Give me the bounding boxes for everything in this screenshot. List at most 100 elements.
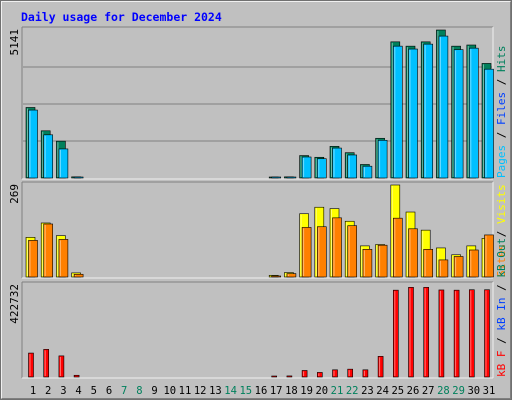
x-tick-label-day-28: 28 [437,385,450,397]
bar-highlight [379,141,381,177]
x-tick-label-day-11: 11 [179,385,192,397]
bar-highlight [300,156,302,177]
x-tick-label-day-8: 8 [136,385,142,397]
bar-highlight [361,165,363,177]
bar-highlight [348,155,350,177]
bar-highlight [363,167,365,177]
bar-highlight [470,49,472,177]
bar-highlight [394,47,396,178]
bar-sites-day-26 [408,228,418,278]
panel-visits-sites: 269 Sites / Visits [8,181,508,279]
bar-kb-f-day-23 [362,369,369,378]
legend-entry: kB F [495,351,508,378]
legend-entry: kB Out [495,238,508,278]
bar-highlight [75,275,77,276]
bar-highlight [467,246,469,276]
bar-pages-day-27 [423,43,434,179]
x-tick-label-day-24: 24 [376,385,389,397]
bar-highlight [303,228,305,276]
bar-highlight [44,350,46,376]
x-tick-label-day-16: 16 [255,385,268,397]
plot-area [22,282,493,378]
bar-kb-f-day-17 [271,375,278,378]
bar-highlight [470,250,472,276]
bar-highlight [59,149,61,177]
x-tick-label-day-9: 9 [151,385,157,397]
bar-sites-day-29 [453,256,464,278]
bar-highlight [287,274,289,276]
bar-sites-day-23 [362,248,373,278]
bar-sites-day-21 [332,217,342,278]
bar-highlight [455,257,457,276]
bar-highlight [379,246,381,276]
bar-highlight [346,222,348,276]
bar-sites-day-22 [347,225,358,278]
bar-highlight [379,357,381,376]
bar-highlight [422,42,424,177]
x-tick-label-day-10: 10 [163,385,176,397]
bar-highlight [303,157,305,177]
bar-highlight [315,158,317,177]
bar-highlight [361,246,363,276]
bar-highlight [439,290,441,376]
bar-highlight [331,209,332,276]
legend-entry: Sites [495,244,508,277]
bar-highlight [376,245,378,276]
x-tick-label-day-29: 29 [452,385,465,397]
bar-highlight [455,291,457,376]
bar-highlight [44,224,46,276]
bar-highlight [348,370,350,376]
bar-highlight [437,31,439,177]
bar-pages-day-2 [43,134,54,179]
bar-highlight [437,248,439,276]
y-max-label: 422732 [8,284,21,324]
x-tick-label-day-31: 31 [483,385,496,397]
bar-sites-day-17 [271,275,282,278]
bar-highlight [27,238,28,276]
bar-highlight [303,371,305,376]
bar-pages-day-4 [73,176,84,179]
x-tick-label-day-30: 30 [467,385,480,397]
x-tick-label-day-2: 2 [45,385,51,397]
x-tick-label-day-18: 18 [285,385,298,397]
bar-kb-f-day-26 [408,287,414,378]
legend-entry: Hits [495,46,508,73]
bar-highlight [44,135,46,177]
bar-kb-f-day-28 [438,289,445,378]
legend-hits-files-pages: Pages / Files / Hits [495,46,508,179]
x-tick-label-day-17: 17 [270,385,283,397]
x-tick-label-day-3: 3 [60,385,66,397]
x-tick-label-day-15: 15 [239,385,252,397]
bar-sites-day-1 [28,240,38,278]
bar-highlight [439,260,441,276]
bar-highlight [285,273,287,276]
bar-highlight [409,50,411,177]
bar-highlight [333,149,335,177]
legend-entry: / [495,278,508,298]
bar-kb-f-day-18 [286,375,293,378]
legend-entry: kB In [495,298,508,331]
bar-highlight [394,219,396,276]
bar-kb-f-day-1 [28,352,34,378]
chart-title: Daily usage for December 2024 [21,10,222,24]
x-tick-label-day-21: 21 [331,385,344,397]
bar-pages-day-25 [392,45,403,179]
x-tick-label-day-20: 20 [315,385,328,397]
bar-sites-day-2 [43,223,54,278]
bar-kb-f-day-20 [316,372,323,378]
panel-kbytes: 422732 kB F / kB In / kB Out [8,238,508,379]
legend-entry: / [495,125,508,145]
legend-kbytes: kB F / kB In / kB Out [495,238,508,377]
bar-pages-day-24 [377,139,388,179]
bar-pages-day-18 [286,176,297,179]
bar-highlight [424,250,426,276]
legend-entry: Visits [495,184,508,224]
bar-highlight [485,290,487,376]
bar-pages-day-19 [301,156,312,179]
bar-highlight [333,218,335,276]
bar-highlight [391,186,393,276]
bar-pages-day-28 [438,35,449,179]
x-tick-label-day-27: 27 [422,385,435,397]
bar-highlight [376,139,378,177]
